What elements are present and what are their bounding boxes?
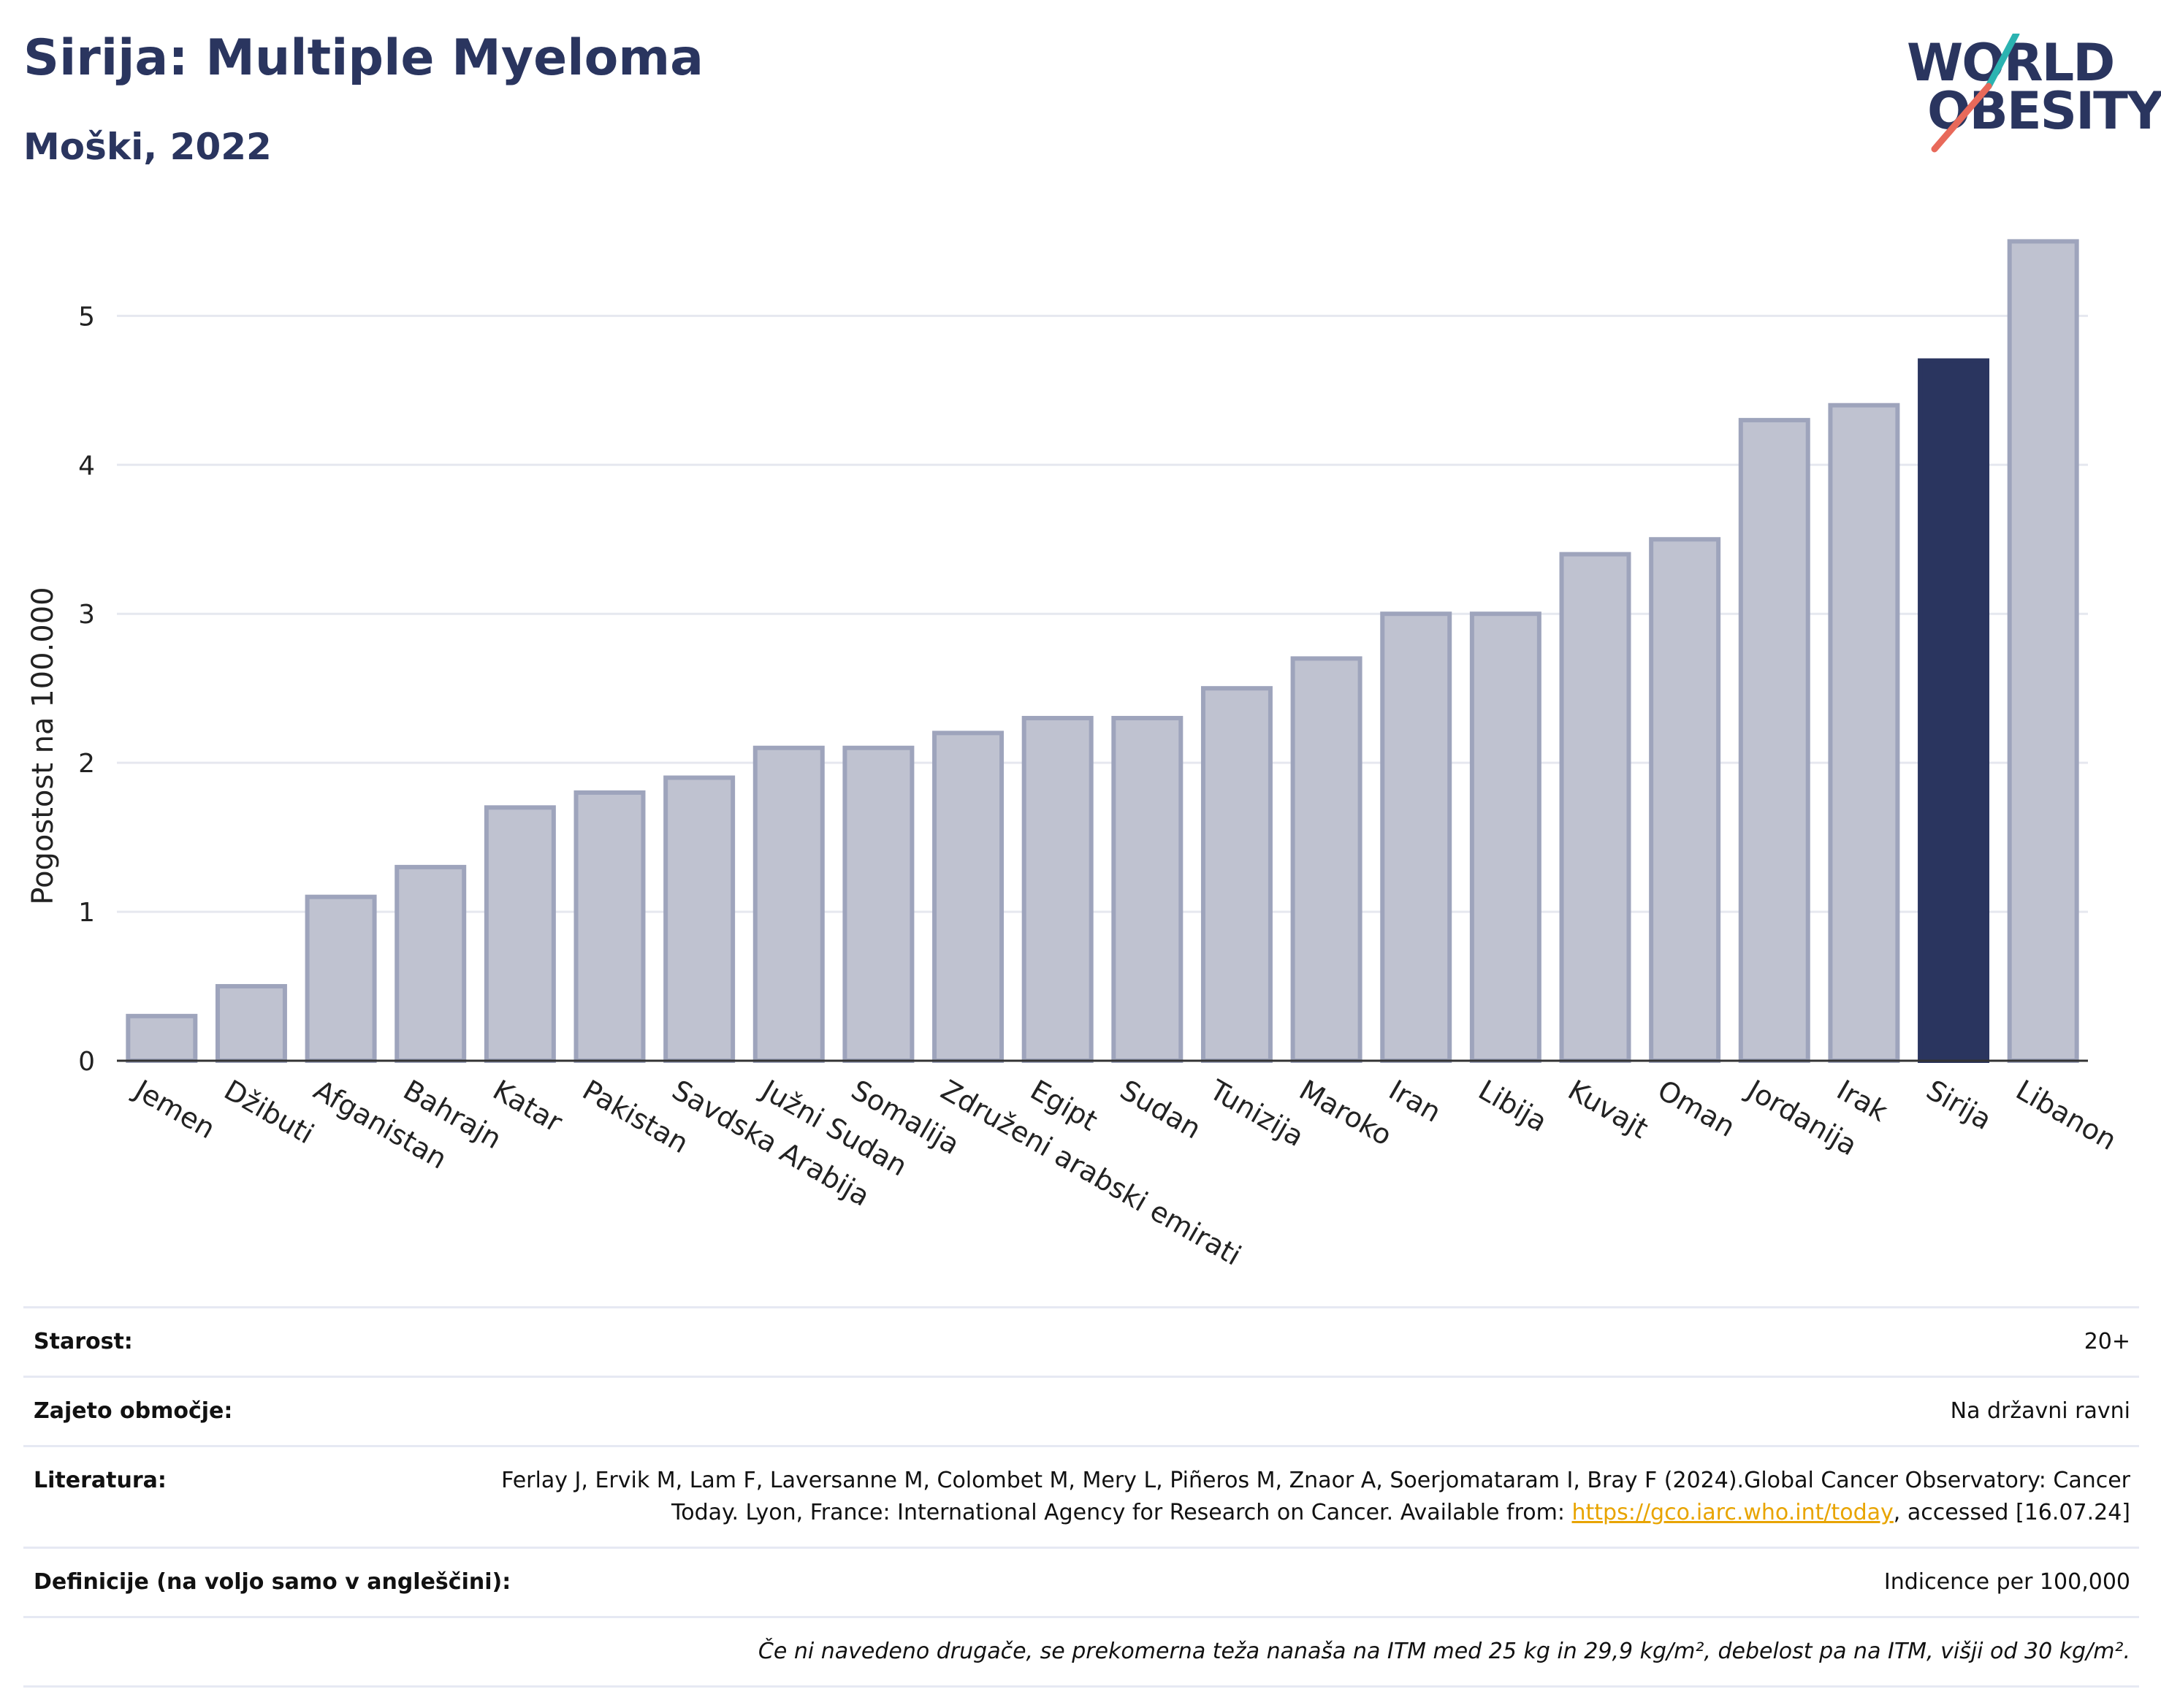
- bar-egipt: [1021, 715, 1094, 1063]
- bars: [126, 239, 2079, 1064]
- bar-pakistan: [573, 790, 646, 1064]
- age-label: Starost:: [34, 1329, 133, 1354]
- literature-value: Ferlay J, Ervik M, Lam F, Laversanne M, …: [465, 1465, 2130, 1529]
- info-row-coverage: Zajeto območje: Na državni ravni: [23, 1376, 2139, 1445]
- x-tick-label: Libija: [1473, 1074, 1552, 1138]
- x-tick-label: Oman: [1653, 1074, 1741, 1143]
- bar-sudan: [1111, 715, 1184, 1063]
- coverage-value: Na državni ravni: [1950, 1398, 2130, 1424]
- definitions-label: Definicije (na voljo samo v angleščini):: [34, 1569, 511, 1595]
- y-tick-label: 2: [78, 749, 95, 779]
- x-tick-label: Libanon: [2011, 1074, 2122, 1156]
- literature-label: Literatura:: [34, 1468, 167, 1493]
- info-row-definitions: Definicije (na voljo samo v angleščini):…: [23, 1547, 2139, 1616]
- page-title: Sirija: Multiple Myeloma: [23, 29, 704, 87]
- literature-text: Ferlay J, Ervik M, Lam F, Laversanne M, …: [501, 1468, 2130, 1525]
- bar-južni-sudan: [752, 745, 825, 1063]
- y-tick-label: 4: [78, 451, 95, 481]
- page-subtitle: Moški, 2022: [23, 126, 272, 168]
- info-table: Starost: 20+ Zajeto območje: Na državni …: [23, 1306, 2139, 1688]
- bar-jemen: [126, 1013, 198, 1063]
- y-tick-label: 5: [78, 302, 95, 332]
- bar-tunizija: [1200, 686, 1273, 1064]
- y-tick-label: 3: [78, 600, 95, 630]
- x-tick-label: Sirija: [1921, 1074, 1997, 1136]
- x-tick-label: Tunizija: [1204, 1073, 1310, 1153]
- x-tick-label: Iran: [1384, 1074, 1447, 1129]
- x-tick-label: Maroko: [1294, 1074, 1398, 1152]
- x-tick-label: Kuvajt: [1563, 1074, 1653, 1145]
- literature-link[interactable]: https://gco.iarc.who.int/today: [1571, 1500, 1894, 1525]
- literature-text-end: , accessed [16.07.24]: [1893, 1500, 2130, 1525]
- info-row-note: Če ni navedeno drugače, se prekomerna te…: [23, 1616, 2139, 1688]
- info-row-age: Starost: 20+: [23, 1306, 2139, 1376]
- bar-katar: [484, 805, 556, 1063]
- x-tick-label: Irak: [1832, 1074, 1893, 1128]
- footnote: Če ni navedeno drugače, se prekomerna te…: [758, 1639, 2130, 1664]
- bar-kuvajt: [1559, 552, 1631, 1063]
- world-obesity-logo: WORLD OBESITY: [1907, 34, 2161, 158]
- bar-bahrajn: [395, 864, 467, 1064]
- info-row-literature: Literatura: Ferlay J, Ervik M, Lam F, La…: [23, 1445, 2139, 1547]
- x-tick-label: Džibuti: [218, 1074, 319, 1151]
- bar-džibuti: [215, 984, 287, 1064]
- logo-slash-icon: [1931, 34, 2020, 153]
- definitions-value: Indicence per 100,000: [1883, 1569, 2130, 1595]
- bar-jordanija: [1738, 418, 1810, 1064]
- x-tick-label: Jemen: [128, 1073, 221, 1145]
- y-axis-label: Pogostost na 100.000: [26, 587, 60, 904]
- bar-maroko: [1290, 656, 1362, 1063]
- bar-libija: [1469, 611, 1541, 1063]
- bar-sirija: [1918, 358, 1990, 1064]
- bar-somalija: [842, 745, 915, 1063]
- y-tick-label: 0: [78, 1047, 95, 1077]
- bar-irak: [1828, 403, 1900, 1063]
- y-tick-labels: 0 1 2 3 4 5: [78, 302, 95, 1077]
- bar-chart: 0 1 2 3 4 5 JemenDžibutiAfganistanBahrajnKata…: [26, 239, 2122, 1272]
- coverage-label: Zajeto območje:: [34, 1398, 233, 1424]
- bar-iran: [1380, 611, 1452, 1063]
- bar-afganistan: [305, 894, 377, 1064]
- bar-savdska-arabija: [663, 775, 736, 1063]
- x-tick-label: Sudan: [1115, 1074, 1207, 1145]
- bar-oman: [1649, 537, 1721, 1063]
- bar-združeni-arabski-emirati: [932, 731, 1005, 1063]
- y-tick-label: 1: [78, 898, 95, 928]
- bar-libanon: [2007, 239, 2079, 1064]
- age-value: 20+: [2084, 1329, 2130, 1354]
